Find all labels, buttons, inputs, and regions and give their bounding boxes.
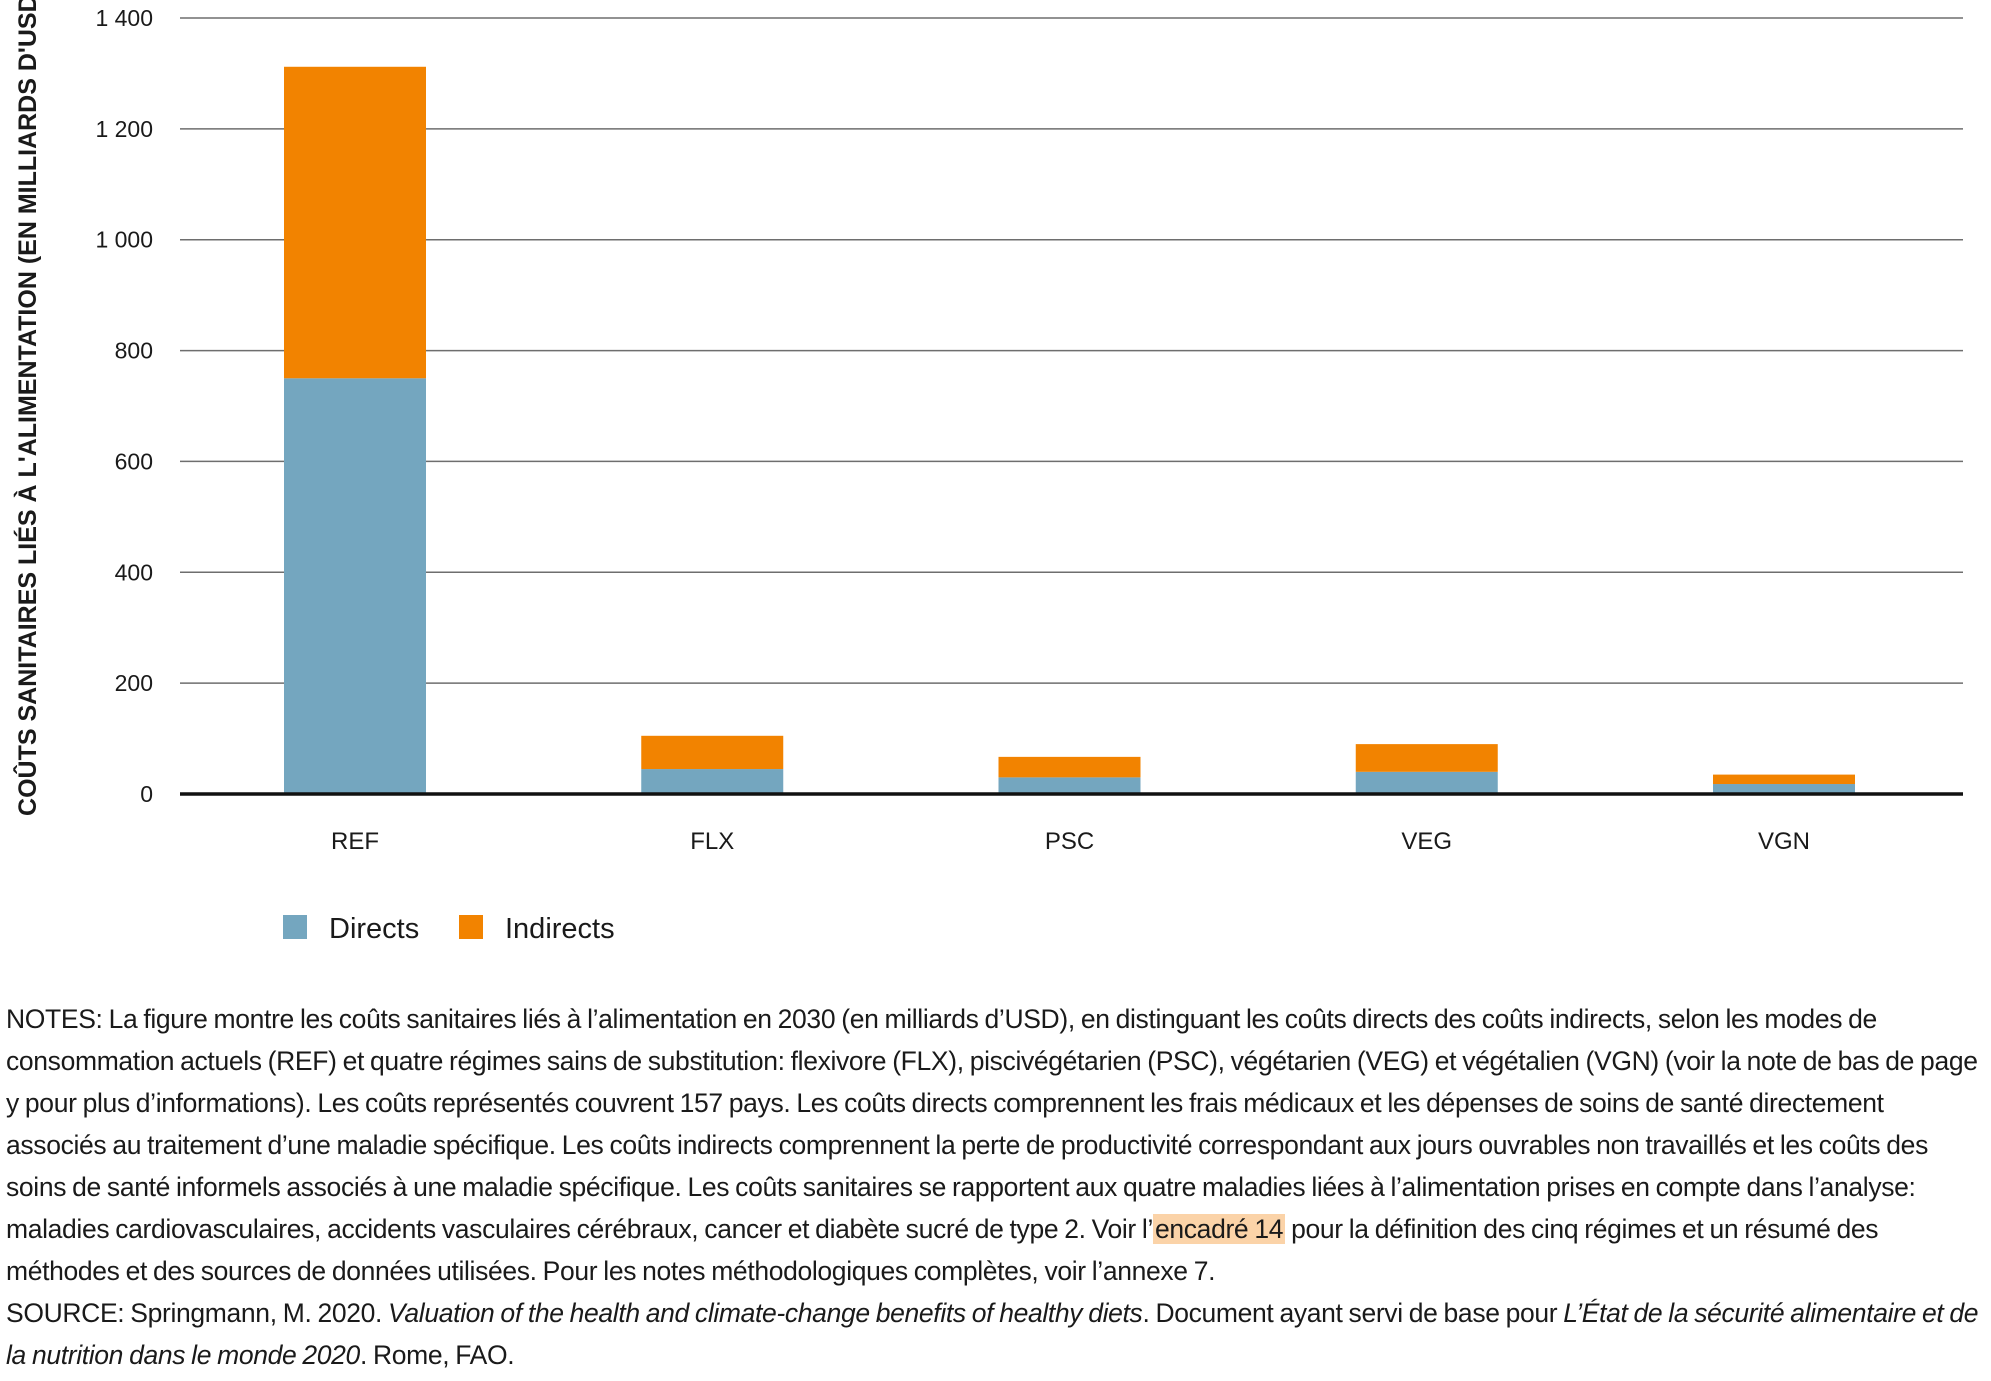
legend-label-directs: Directs	[329, 913, 419, 945]
bars	[180, 66, 1963, 796]
category-label: FLX	[690, 828, 734, 855]
source-end: . Rome, FAO.	[359, 1340, 515, 1370]
source-report: L’État de la sécurité alimentaire et de …	[6, 1298, 1979, 1370]
legend-swatch-directs	[283, 915, 307, 939]
bar-psc-indirects	[998, 756, 1141, 778]
category-label: PSC	[1045, 828, 1094, 855]
y-tick-label: 600	[115, 448, 153, 474]
bar-veg-directs	[1355, 771, 1498, 794]
bar-flx-directs	[641, 769, 784, 794]
y-tick-label: 1 400	[95, 5, 153, 31]
legend: Directs Indirects	[283, 913, 615, 945]
bar-flx-indirects	[641, 735, 784, 770]
y-tick-label: 1 000	[95, 227, 153, 253]
bar-ref-directs	[284, 378, 426, 794]
y-tick-label: 400	[115, 559, 153, 585]
gridlines	[180, 17, 1963, 684]
category-label: VGN	[1758, 828, 1810, 855]
bar-veg-indirects	[1355, 744, 1498, 772]
category-label: VEG	[1401, 828, 1452, 855]
y-tick-label: 1 200	[95, 116, 153, 142]
notes-text: NOTES: La figure montre les coûts sanita…	[6, 1004, 1978, 1244]
legend-label-indirects: Indirects	[505, 913, 615, 945]
source-prefix: SOURCE: Springmann, M. 2020.	[6, 1298, 389, 1328]
category-labels: REF FLX PSC VEG VGN	[331, 828, 1810, 855]
legend-swatch-indirects	[459, 915, 483, 939]
notes-paragraph: NOTES: La figure montre les coûts sanita…	[6, 998, 1981, 1292]
bar-ref-indirects	[284, 66, 426, 379]
source-mid: . Document ayant servi de base pour	[1142, 1298, 1564, 1328]
notes-text-continued: pour la définition des cinq régimes et u…	[6, 1214, 1879, 1286]
bar-vgn-directs	[1713, 784, 1855, 794]
source-title: Valuation of the health and climate-chan…	[388, 1298, 1143, 1328]
y-axis-label: COÛTS SANITAIRES LIÉS À L'ALIMENTATION (…	[12, 0, 42, 816]
y-tick-label: 200	[115, 670, 153, 696]
y-tick-labels: 0 200 400 600 800 1 000 1 200 1 400	[95, 5, 153, 807]
y-tick-label: 800	[115, 338, 153, 364]
category-label: REF	[331, 828, 379, 855]
source-paragraph: SOURCE: Springmann, M. 2020. Valuation o…	[6, 1292, 1981, 1376]
y-tick-label: 0	[140, 781, 153, 807]
notes-block: NOTES: La figure montre les coûts sanita…	[6, 998, 1981, 1376]
encadre-14-link[interactable]: encadré 14	[1153, 1214, 1286, 1244]
bar-psc-directs	[998, 777, 1141, 794]
bar-vgn-indirects	[1713, 774, 1855, 785]
chart: 0 200 400 600 800 1 000 1 200 1 400 REF FLX PSC VE…	[12, 0, 1963, 945]
